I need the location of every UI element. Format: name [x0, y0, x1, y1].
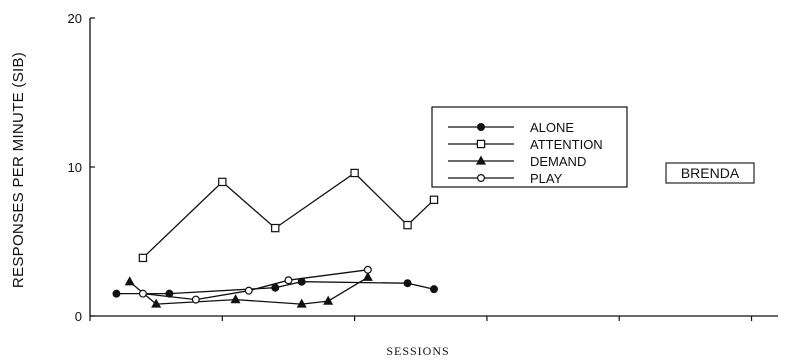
legend-label-demand: DEMAND	[530, 154, 586, 169]
y-tick-label-0: 0	[75, 309, 82, 324]
point-attention-1	[218, 177, 227, 187]
legend-item-play: PLAY	[448, 171, 563, 186]
point-play-0	[138, 289, 147, 298]
series-attention	[138, 168, 439, 263]
legend-marker-demand	[475, 155, 487, 165]
y-ticks: 0 10 20	[68, 11, 95, 324]
legend-label-alone: ALONE	[530, 120, 574, 135]
point-alone-0	[112, 289, 121, 298]
y-tick-label-2: 20	[68, 11, 82, 26]
legend-items: ALONE ATTENTION DEMAND PLAY	[448, 120, 603, 186]
point-alone-4	[403, 279, 412, 288]
legend-label-attention: ATTENTION	[530, 137, 603, 152]
y-axis-title: RESPONSES PER MINUTE (SIB)	[10, 52, 27, 288]
point-alone-5	[430, 285, 439, 294]
point-demand-3	[296, 298, 307, 308]
subject-annotation: BRENDA	[665, 162, 755, 184]
series-alone	[112, 277, 439, 298]
legend-marker-attention	[476, 139, 486, 149]
point-play-1	[191, 295, 200, 304]
point-attention-5	[429, 195, 439, 204]
legend-item-alone: ALONE	[448, 120, 574, 135]
legend-label-play: PLAY	[530, 171, 563, 186]
y-tick-label-1: 10	[68, 160, 82, 175]
point-demand-0	[124, 276, 135, 286]
legend: ALONE ATTENTION DEMAND PLAY	[431, 106, 628, 188]
series-demand	[124, 271, 373, 308]
point-play-4	[363, 265, 372, 274]
legend-item-demand: DEMAND	[448, 154, 586, 169]
point-alone-2	[271, 283, 280, 292]
point-demand-1	[151, 298, 162, 308]
subject-annotation-label: BRENDA	[681, 165, 740, 181]
legend-marker-play	[477, 174, 486, 183]
point-attention-3	[350, 168, 359, 178]
legend-box	[431, 106, 628, 188]
subject-annotation-box	[665, 162, 755, 184]
series-play	[138, 265, 372, 304]
series-line-attention	[142, 172, 435, 259]
series-line-demand	[129, 276, 369, 305]
point-attention-4	[403, 220, 412, 230]
point-demand-4	[323, 295, 334, 305]
point-play-2	[244, 286, 253, 295]
series-layer	[112, 168, 439, 308]
series-line-play	[142, 269, 368, 301]
point-demand-5	[362, 271, 373, 281]
point-attention-2	[271, 223, 280, 233]
legend-item-attention: ATTENTION	[448, 137, 603, 152]
x-axis-title: SESSIONS	[386, 344, 449, 358]
point-attention-0	[138, 253, 148, 263]
x-ticks	[89, 316, 753, 321]
series-line-alone	[116, 281, 435, 295]
point-play-3	[284, 276, 293, 285]
legend-marker-alone	[477, 122, 486, 131]
point-demand-2	[230, 294, 241, 304]
